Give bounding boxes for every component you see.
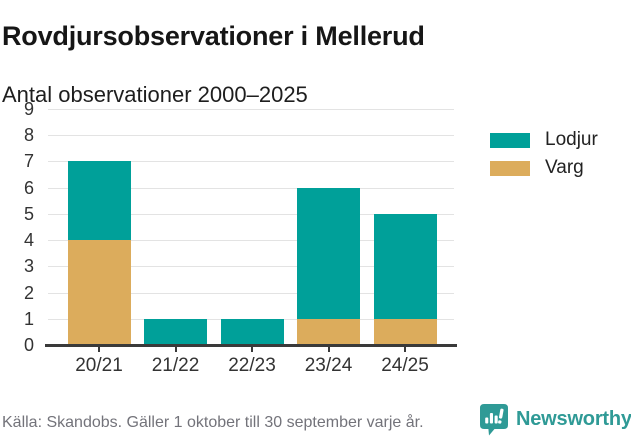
brand-name: Newsworthy bbox=[516, 408, 631, 430]
gridline bbox=[48, 292, 454, 294]
x-tick-label: 24/25 bbox=[381, 355, 429, 376]
legend-label: Lodjur bbox=[545, 129, 598, 150]
legend-label: Varg bbox=[545, 157, 584, 178]
gridline bbox=[48, 213, 454, 215]
x-axis-line bbox=[45, 344, 457, 347]
gridline bbox=[48, 240, 454, 242]
x-tick bbox=[251, 347, 253, 352]
y-tick-label: 3 bbox=[23, 256, 34, 277]
bar-segment-lodjur-21-22 bbox=[144, 318, 207, 345]
bar-segment-varg-23-24 bbox=[297, 318, 360, 345]
y-tick-label: 4 bbox=[23, 230, 34, 251]
x-tick-label: 21/22 bbox=[151, 355, 200, 376]
x-tick bbox=[327, 347, 330, 352]
gridline bbox=[48, 109, 454, 110]
x-tick bbox=[404, 347, 406, 352]
chart-subtitle: Antal observationer 2000–2025 bbox=[2, 82, 308, 107]
gridline bbox=[48, 135, 454, 137]
bar-chart-speech-bubble-icon bbox=[480, 404, 508, 436]
legend-item: Varg bbox=[490, 157, 598, 179]
bar-segment-varg-20-21 bbox=[67, 240, 131, 345]
y-tick-label: 0 bbox=[23, 335, 34, 355]
legend-swatch-varg bbox=[490, 160, 530, 176]
y-tick-label: 8 bbox=[23, 125, 34, 146]
y-tick-label: 9 bbox=[23, 99, 34, 119]
legend-item: Lodjur bbox=[490, 129, 598, 151]
source-note: Källa: Skandobs. Gäller 1 oktober till 3… bbox=[2, 414, 424, 431]
gridline bbox=[48, 266, 454, 268]
gridline bbox=[48, 161, 454, 163]
y-tick-label: 1 bbox=[23, 308, 34, 329]
y-tick-label: 6 bbox=[23, 177, 34, 198]
x-tick-label: 20/21 bbox=[75, 355, 123, 376]
bar-segment-lodjur-22-23 bbox=[220, 318, 284, 345]
gridline bbox=[48, 187, 454, 189]
x-tick bbox=[98, 347, 100, 352]
bar-segment-lodjur-24-25 bbox=[373, 213, 437, 319]
chart-title: Rovdjursobservationer i Mellerud bbox=[2, 21, 425, 52]
y-tick-label: 5 bbox=[23, 203, 34, 224]
bar-segment-lodjur-20-21 bbox=[67, 161, 131, 241]
legend-swatch-lodjur bbox=[490, 132, 530, 148]
bar-segment-lodjur-23-24 bbox=[297, 187, 360, 319]
x-tick-label: 23/24 bbox=[304, 355, 353, 376]
bar-segment-varg-24-25 bbox=[373, 318, 437, 345]
legend: Lodjur Varg bbox=[490, 129, 598, 179]
brand-logo: Newsworthy bbox=[479, 403, 631, 436]
y-tick-label: 7 bbox=[23, 151, 34, 172]
x-tick-label: 22/23 bbox=[228, 355, 276, 376]
x-tick bbox=[174, 347, 177, 352]
y-tick-label: 2 bbox=[23, 282, 34, 303]
